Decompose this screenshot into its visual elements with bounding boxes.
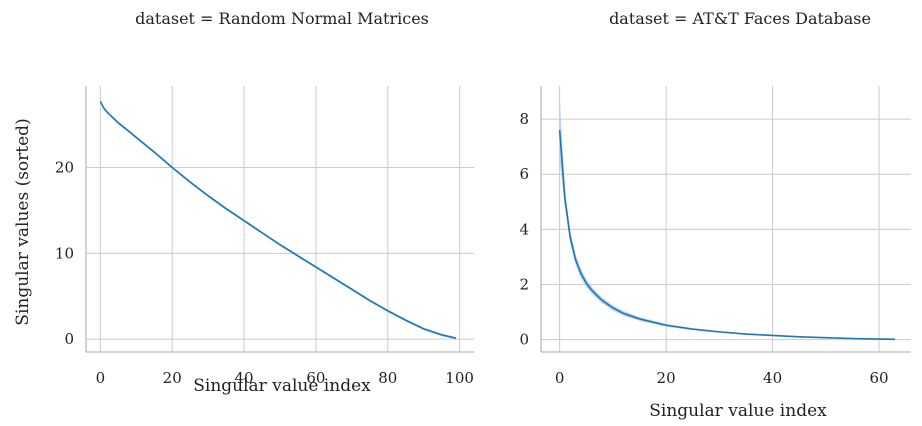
- x-tick-label: 80: [378, 369, 397, 387]
- tick-labels: 0 20 40 60 80 100 0 10 20: [55, 159, 474, 387]
- x-axis-title: Singular value index: [193, 376, 371, 396]
- y-tick-label: 4: [519, 220, 529, 238]
- gridlines: [86, 86, 474, 352]
- y-tick-label: 20: [55, 159, 74, 177]
- gridlines: [541, 86, 911, 352]
- mean-line: [558, 130, 896, 341]
- series-line: [558, 130, 896, 341]
- x-tick-label: 60: [870, 369, 889, 387]
- x-tick-label: 60: [306, 369, 325, 387]
- confidence-band: [559, 95, 896, 340]
- y-tick-label: 10: [55, 244, 74, 262]
- series-line: [99, 101, 457, 340]
- confidence-band: [100, 100, 457, 340]
- axes: [540, 86, 911, 353]
- axes: [85, 86, 474, 353]
- y-tick-label: 0: [64, 330, 74, 348]
- x-tick-label: 100: [445, 369, 474, 387]
- x-tick-label: 40: [763, 369, 782, 387]
- panel-title: dataset = AT&T Faces Database: [609, 9, 871, 28]
- confidence-band-area: [100, 100, 457, 340]
- x-tick-label: 40: [235, 369, 254, 387]
- panel-att-faces: dataset = AT&T Faces Database 0 20 40 60 0 2 4…: [519, 9, 911, 421]
- tick-labels: 0 20 40 60 0 2 4 6 8: [519, 110, 888, 387]
- x-tick-label: 20: [657, 369, 676, 387]
- y-tick-label: 6: [519, 165, 529, 183]
- y-tick-label: 8: [519, 110, 529, 128]
- x-tick-label: 0: [555, 369, 565, 387]
- y-tick-label: 0: [519, 331, 529, 349]
- x-tick-label: 0: [96, 369, 106, 387]
- panel-random-normal: dataset = Random Normal Matrices 0 20 40 60…: [13, 9, 474, 396]
- y-tick-label: 2: [519, 275, 529, 293]
- confidence-band-area: [559, 95, 896, 340]
- panel-title: dataset = Random Normal Matrices: [135, 9, 429, 28]
- mean-line: [99, 101, 457, 340]
- y-axis-title: Singular values (sorted): [13, 118, 33, 325]
- x-tick-label: 20: [163, 369, 182, 387]
- x-axis-title: Singular value index: [649, 401, 827, 421]
